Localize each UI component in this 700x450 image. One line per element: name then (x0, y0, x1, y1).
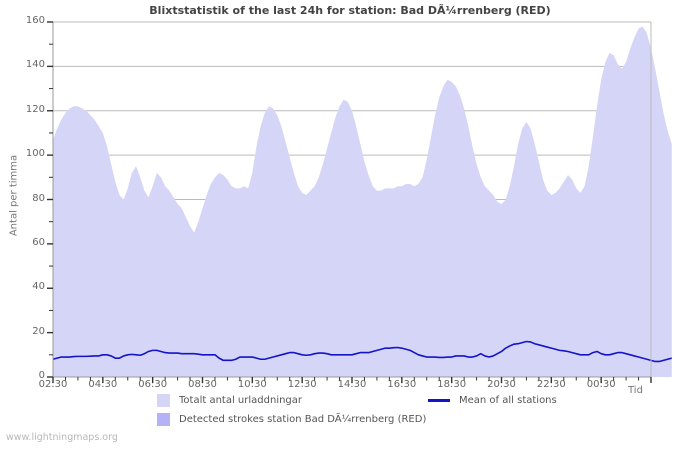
x-tick-label: 04:30 (88, 379, 118, 390)
y-tick-label: 160 (25, 15, 45, 26)
y-tick-label: 40 (32, 281, 45, 293)
x-tick-label: 22:30 (536, 379, 566, 390)
legend-swatch-mean (428, 398, 450, 402)
legend-label-station: Detected strokes station Bad DÃ¼rrenberg… (179, 413, 427, 425)
y-tick-label: 140 (25, 59, 45, 71)
x-tick-label: 20:30 (487, 379, 516, 390)
x-tick-label: 10:30 (237, 379, 267, 390)
x-tick-label: 08:30 (188, 379, 217, 390)
y-tick-label: 100 (25, 148, 45, 160)
legend-label-total: Totalt antal urladdningar (179, 394, 303, 406)
series-line-2 (52, 340, 672, 363)
x-tick-label: 14:30 (337, 379, 367, 390)
y-tick-label: 60 (32, 236, 45, 248)
x-tick-label: 18:30 (437, 379, 467, 390)
x-tick-label: 06:30 (138, 379, 168, 390)
y-tick-label: 20 (32, 325, 45, 337)
legend-item-mean[interactable]: Mean of all stations (428, 392, 557, 408)
x-tick-label: 16:30 (387, 379, 417, 390)
legend-label-mean: Mean of all stations (459, 394, 557, 406)
y-tick-label: 120 (25, 103, 45, 115)
x-axis-title: Tid (628, 385, 643, 396)
x-tick-label: 12:30 (287, 379, 317, 390)
chart-title: Blixtstatistik of the last 24h for stati… (149, 4, 551, 17)
footer-watermark: www.lightningmaps.org (6, 432, 118, 443)
legend-item-station[interactable]: Detected strokes station Bad DÃ¼rrenberg… (157, 411, 426, 427)
legend-swatch-total (157, 393, 170, 407)
legend-item-total[interactable]: Totalt antal urladdningar (157, 392, 302, 408)
x-tick-label: 02:30 (38, 379, 68, 390)
x-tick-label: 00:30 (586, 379, 616, 390)
series-area-0 (53, 26, 672, 377)
y-tick-label: 0 (38, 370, 45, 381)
legend-swatch-station (157, 412, 170, 426)
chart-legend: Totalt antal urladdningar Mean of all st… (0, 392, 700, 432)
y-tick-label: 80 (32, 192, 45, 204)
